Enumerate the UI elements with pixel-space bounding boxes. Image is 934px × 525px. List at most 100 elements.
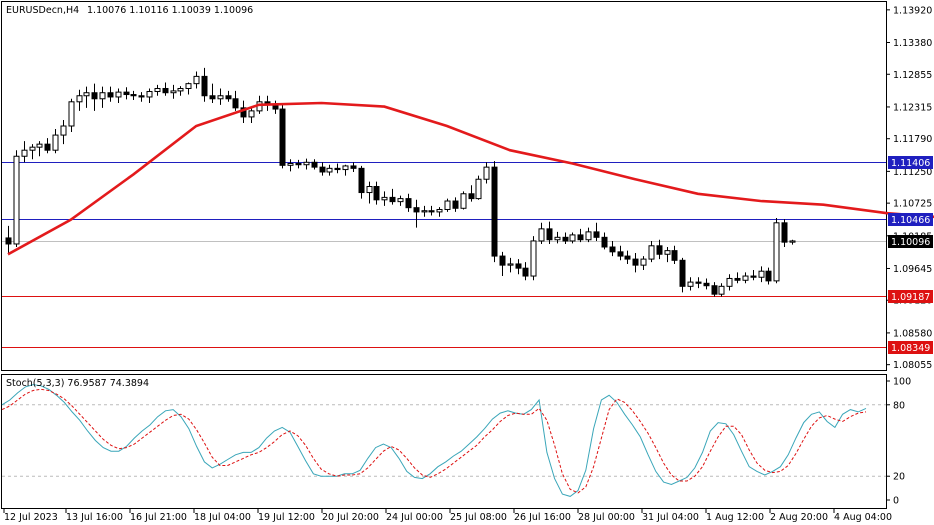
candle-body[interactable] — [781, 222, 788, 243]
candle-body[interactable] — [585, 231, 592, 241]
candle-body[interactable] — [287, 163, 294, 166]
price-panel-frame[interactable] — [1, 1, 887, 371]
candle-body[interactable] — [358, 167, 365, 194]
candle-body[interactable] — [491, 166, 498, 257]
candle-body[interactable] — [413, 207, 420, 213]
candle-body[interactable] — [436, 208, 443, 213]
candle-body[interactable] — [52, 134, 59, 151]
candle-body[interactable] — [460, 193, 467, 209]
candle-body[interactable] — [632, 258, 639, 266]
candle-body[interactable] — [248, 110, 255, 118]
candle-body[interactable] — [319, 166, 326, 173]
candle-body[interactable] — [295, 163, 302, 166]
candle-body[interactable] — [342, 165, 349, 171]
candle-body[interactable] — [389, 196, 396, 203]
candle-body[interactable] — [687, 281, 694, 287]
candle-body[interactable] — [703, 282, 710, 287]
candle-body[interactable] — [334, 167, 341, 171]
candle-body[interactable] — [146, 91, 153, 98]
candle-body[interactable] — [350, 165, 357, 169]
candle-body[interactable] — [562, 236, 569, 242]
candle-body[interactable] — [742, 275, 749, 281]
candle-body[interactable] — [664, 250, 671, 255]
candle-body[interactable] — [154, 87, 161, 93]
candle-body[interactable] — [750, 275, 757, 278]
candle-body[interactable] — [538, 228, 545, 242]
candle-body[interactable] — [679, 259, 686, 287]
candle-body[interactable] — [656, 245, 663, 255]
candle-body[interactable] — [452, 200, 459, 209]
candle-body[interactable] — [21, 149, 28, 157]
candle-body[interactable] — [718, 285, 725, 295]
candle-body[interactable] — [758, 270, 765, 278]
candle-body[interactable] — [726, 277, 733, 287]
candle-body[interactable] — [99, 92, 106, 100]
candle-body[interactable] — [225, 95, 232, 100]
candle-body[interactable] — [397, 198, 404, 203]
candle-body[interactable] — [789, 240, 796, 243]
candle-body[interactable] — [326, 167, 333, 173]
candle-body[interactable] — [428, 210, 435, 213]
candle-body[interactable] — [130, 94, 137, 97]
candle-body[interactable] — [83, 92, 90, 97]
candle-body[interactable] — [107, 92, 114, 98]
candle-body[interactable] — [177, 87, 184, 92]
candle-body[interactable] — [5, 237, 12, 245]
candle-body[interactable] — [217, 95, 224, 100]
candle-body[interactable] — [421, 210, 428, 213]
candle-body[interactable] — [671, 250, 678, 261]
candle-body[interactable] — [593, 231, 600, 238]
candle-body[interactable] — [36, 143, 43, 148]
candle-body[interactable] — [577, 234, 584, 241]
candle-body[interactable] — [240, 107, 247, 118]
candle-body[interactable] — [123, 91, 130, 96]
candle-body[interactable] — [569, 234, 576, 242]
candle-body[interactable] — [695, 281, 702, 284]
candle-body[interactable] — [91, 92, 98, 100]
candle-body[interactable] — [29, 146, 36, 151]
candle-body[interactable] — [366, 186, 373, 194]
candle-body[interactable] — [522, 267, 529, 277]
candle-body[interactable] — [624, 255, 631, 260]
candle-body[interactable] — [734, 277, 741, 281]
candle-body[interactable] — [515, 263, 522, 269]
candle-body[interactable] — [617, 251, 624, 257]
candle-body[interactable] — [530, 240, 537, 277]
candle-body[interactable] — [68, 101, 75, 127]
candle-body[interactable] — [279, 108, 286, 166]
candle-body[interactable] — [475, 178, 482, 200]
candle-body[interactable] — [405, 198, 412, 209]
candle-body[interactable] — [373, 186, 380, 201]
candle-body[interactable] — [554, 236, 561, 241]
candle-body[interactable] — [765, 270, 772, 282]
candle-body[interactable] — [162, 87, 169, 94]
candle-body[interactable] — [773, 222, 780, 282]
candle-body[interactable] — [711, 285, 718, 295]
candle-body[interactable] — [640, 258, 647, 266]
candle-body[interactable] — [138, 95, 145, 98]
candle-body[interactable] — [232, 98, 239, 109]
candle-body[interactable] — [546, 228, 553, 241]
candle-body[interactable] — [499, 255, 506, 266]
candle-body[interactable] — [13, 155, 20, 245]
candle-body[interactable] — [193, 75, 200, 85]
candle-body[interactable] — [468, 193, 475, 200]
candle-body[interactable] — [311, 161, 318, 168]
candle-body[interactable] — [648, 245, 655, 260]
candle-body[interactable] — [60, 125, 67, 136]
candle-body[interactable] — [185, 83, 192, 89]
candle-body[interactable] — [303, 161, 310, 166]
candle-body[interactable] — [44, 143, 51, 151]
candle-body[interactable] — [76, 95, 83, 103]
candle-body[interactable] — [483, 166, 490, 180]
candle-body[interactable] — [609, 246, 616, 253]
candle-body[interactable] — [201, 75, 208, 97]
candle-body[interactable] — [601, 236, 608, 248]
candle-body[interactable] — [381, 196, 388, 201]
candle-body[interactable] — [115, 91, 122, 98]
candle-body[interactable] — [170, 90, 177, 94]
candle-body[interactable] — [507, 263, 514, 266]
candle-body[interactable] — [444, 200, 451, 210]
stoch-panel-frame[interactable] — [1, 374, 887, 509]
